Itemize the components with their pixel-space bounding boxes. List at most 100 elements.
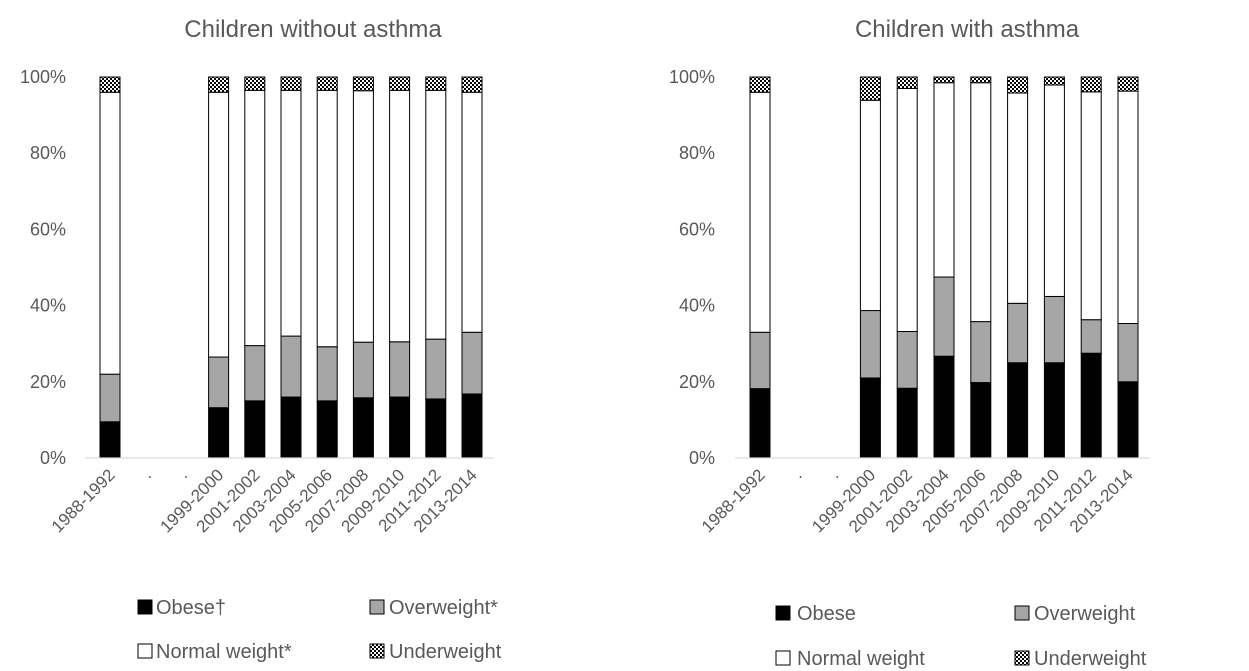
bar-obese	[352, 397, 374, 459]
x-tick-label: .	[789, 465, 806, 482]
legend-item-overweight: Overweight	[1014, 603, 1136, 625]
y-tick-label: 0%	[40, 448, 66, 468]
bar-underweight	[461, 76, 483, 93]
bar-overweight	[1043, 295, 1065, 364]
y-tick-label: 60%	[679, 219, 715, 239]
bar-overweight	[749, 331, 771, 390]
bar-obese	[461, 393, 483, 459]
x-tick-label: 1988-1992	[698, 465, 769, 536]
legend-without-asthma: Obese† Overweight* Normal weight* Underw…	[137, 597, 502, 663]
chart-title: Children with asthma	[855, 16, 1080, 43]
bar-overweight	[244, 345, 266, 402]
bar-normal-weight	[352, 90, 374, 343]
chart-without-asthma: Children without asthma 0% 20% 40% 60% 80% 10…	[20, 16, 494, 536]
bar-underweight	[352, 76, 374, 92]
legend-label: Underweight	[1034, 648, 1147, 670]
bar-obese	[859, 377, 881, 459]
bar-underweight	[859, 76, 881, 101]
bar-normal-weight	[749, 91, 771, 333]
bar-underweight	[970, 76, 992, 84]
bar-overweight	[352, 341, 374, 399]
bar-overweight	[461, 331, 483, 395]
legend-label: Normal weight	[797, 648, 925, 670]
bar-obese	[1007, 362, 1029, 459]
legend-label: Obese†	[156, 597, 226, 619]
bar-underweight	[316, 76, 338, 91]
y-tick-label: 0%	[689, 448, 715, 468]
bar-obese	[244, 400, 266, 459]
bar-underweight	[280, 76, 302, 91]
bar-obese	[280, 396, 302, 459]
legend-swatch	[137, 643, 153, 659]
legend-swatch	[1014, 650, 1030, 666]
bar-overweight	[316, 346, 338, 402]
legend-label: Overweight*	[389, 597, 498, 619]
legend-with-asthma: Obese Overweight Normal weight Underweig…	[775, 603, 1147, 670]
bar-underweight	[1080, 76, 1102, 93]
bar-normal-weight	[425, 89, 447, 340]
bar-underweight	[896, 76, 918, 89]
x-tick-label: 1988-1992	[48, 465, 119, 536]
bar-normal-weight	[970, 82, 992, 323]
legend-item-underweight: Underweight	[369, 641, 502, 663]
bar-obese	[316, 400, 338, 459]
bar-overweight	[208, 356, 230, 409]
bar-overweight	[280, 335, 302, 398]
y-tick-label: 40%	[30, 296, 66, 316]
y-tick-label: 80%	[30, 143, 66, 163]
bar-normal-weight	[859, 99, 881, 312]
bar-overweight	[99, 373, 121, 423]
y-tick-label: 80%	[679, 143, 715, 163]
bar-underweight	[244, 76, 266, 91]
legend-swatch	[1014, 605, 1030, 621]
bar-normal-weight	[244, 89, 266, 347]
bar-obese	[896, 387, 918, 459]
bar-overweight	[896, 331, 918, 389]
bar-normal-weight	[1117, 90, 1139, 325]
bar-underweight	[1043, 76, 1065, 86]
legend-item-obese: Obese†	[137, 597, 226, 619]
legend-item-normal: Normal weight	[775, 648, 925, 670]
y-tick-label: 20%	[679, 372, 715, 392]
legend-swatch	[369, 599, 385, 615]
bar-obese	[389, 396, 411, 459]
y-tick-label: 20%	[30, 372, 66, 392]
legend-swatch	[775, 605, 791, 621]
bar-underweight	[749, 76, 771, 93]
bar-overweight	[425, 338, 447, 400]
bar-obese	[99, 421, 121, 459]
bar-normal-weight	[1080, 91, 1102, 321]
plot-area: 0%20%40%60%80%100%1988-1992. .1999-200020…	[20, 67, 494, 536]
bar-obese	[1117, 381, 1139, 459]
bar-overweight	[859, 310, 881, 379]
y-tick-label: 100%	[20, 67, 66, 87]
x-tick-label: .	[174, 465, 191, 482]
bar-normal-weight	[1007, 92, 1029, 304]
legend-item-normal: Normal weight*	[137, 641, 292, 663]
bar-normal-weight	[208, 91, 230, 358]
legend-item-overweight: Overweight*	[369, 597, 498, 619]
legend-swatch	[775, 650, 791, 666]
bar-underweight	[389, 76, 411, 91]
legend-item-obese: Obese	[775, 603, 856, 625]
bar-underweight	[1117, 76, 1139, 92]
bar-overweight	[1080, 319, 1102, 354]
bar-normal-weight	[99, 91, 121, 375]
bar-underweight	[99, 76, 121, 93]
bar-underweight	[208, 76, 230, 93]
x-tick-label: .	[138, 465, 155, 482]
bar-obese	[1043, 362, 1065, 459]
bar-obese	[208, 407, 230, 459]
bar-overweight	[389, 341, 411, 398]
bar-underweight	[425, 76, 447, 91]
legend-label: Obese	[797, 603, 856, 625]
legend-label: Normal weight*	[156, 641, 292, 663]
legend-swatch	[369, 643, 385, 659]
x-tick-label: .	[826, 465, 843, 482]
bar-normal-weight	[280, 89, 302, 337]
bar-underweight	[933, 76, 955, 84]
bar-normal-weight	[896, 87, 918, 333]
bar-normal-weight	[1043, 84, 1065, 297]
bar-obese	[425, 398, 447, 459]
